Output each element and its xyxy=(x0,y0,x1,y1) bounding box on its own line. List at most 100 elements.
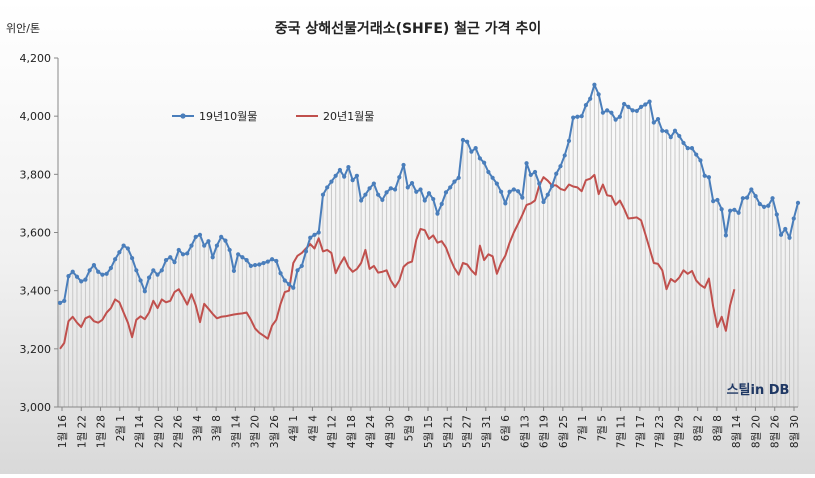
series-point xyxy=(286,282,292,287)
x-tick-day: 14 xyxy=(731,415,743,429)
series-point xyxy=(299,263,304,269)
series-point xyxy=(210,255,215,260)
x-tick-day: 19 xyxy=(539,415,551,428)
y-tick-label: 3,200 xyxy=(20,343,52,356)
series-point xyxy=(439,201,444,207)
x-tick-month: 3월 xyxy=(269,428,281,448)
series-point xyxy=(405,185,410,190)
series-point xyxy=(562,153,567,158)
x-tick-label: 3월 20 xyxy=(250,415,262,448)
x-tick-month: 3월 xyxy=(230,428,242,448)
series-point xyxy=(57,300,63,305)
series-point xyxy=(554,171,559,176)
series-point xyxy=(223,238,228,243)
series-point xyxy=(142,289,147,294)
series-point xyxy=(626,104,631,109)
series-point xyxy=(566,138,572,143)
series-point xyxy=(371,181,376,186)
x-tick-day: 20 xyxy=(250,415,262,428)
x-tick-month: 8월 xyxy=(750,428,762,448)
series-point xyxy=(660,128,665,133)
x-tick-day: 18 xyxy=(346,415,358,428)
series-point xyxy=(448,185,453,190)
x-tick-day: 25 xyxy=(558,415,570,428)
x-tick-day: 8 xyxy=(712,415,724,422)
y-tick-label: 4,000 xyxy=(20,110,52,123)
series-point xyxy=(146,275,152,280)
series-point xyxy=(545,192,550,197)
series-point xyxy=(282,278,287,283)
series-point xyxy=(134,268,139,273)
x-tick-day: 13 xyxy=(519,415,531,428)
series-point xyxy=(749,187,754,192)
x-tick-label: 8월 2 xyxy=(693,415,705,441)
x-tick-day: 1 xyxy=(577,415,589,422)
series-point xyxy=(634,108,639,114)
series-point xyxy=(473,146,478,151)
series-point xyxy=(460,137,466,143)
legend: 19년10월물 20년1월물 xyxy=(172,110,374,123)
series-point xyxy=(685,146,690,151)
x-tick-day: 4 xyxy=(307,415,319,422)
series-point xyxy=(761,204,767,210)
x-tick-label: 8월 14 xyxy=(731,415,743,448)
series-point xyxy=(499,189,504,194)
x-tick-label: 2월 20 xyxy=(153,415,165,448)
x-tick-label: 1월 28 xyxy=(96,415,108,448)
x-tick-label: 6월 13 xyxy=(519,415,531,448)
x-tick-month: 7월 xyxy=(673,428,685,448)
series-point xyxy=(583,103,589,108)
series-point xyxy=(622,101,627,107)
series-point xyxy=(278,271,283,276)
series-point xyxy=(151,268,156,273)
x-tick-day: 30 xyxy=(384,415,396,428)
series-point xyxy=(605,108,610,113)
series-point xyxy=(486,169,491,175)
series-point xyxy=(113,257,118,262)
series-point xyxy=(702,173,707,178)
series-point xyxy=(108,265,113,271)
series-point xyxy=(380,197,385,203)
series-point xyxy=(609,110,614,115)
series-point xyxy=(176,247,181,253)
series-point xyxy=(469,149,474,154)
x-tick-label: 7월 17 xyxy=(635,415,647,448)
x-tick-label: 5월 9 xyxy=(404,415,416,441)
series-point xyxy=(728,208,733,213)
series-point xyxy=(388,186,393,191)
series-point xyxy=(117,250,122,255)
x-tick-day: 24 xyxy=(365,415,377,429)
series-point xyxy=(274,258,279,264)
x-tick-month: 6월 xyxy=(539,428,551,448)
series-point xyxy=(592,82,597,87)
x-tick-month: 7월 xyxy=(616,428,628,448)
chart-title: 중국 상해선물거래소(SHFE) 철근 가격 추이 xyxy=(275,20,541,37)
series-point xyxy=(257,262,262,267)
series-point xyxy=(91,262,97,268)
series-point xyxy=(643,102,648,107)
series-point xyxy=(736,210,741,215)
series-point xyxy=(269,257,275,262)
series-point xyxy=(770,196,775,201)
series-point xyxy=(520,195,525,200)
series-point xyxy=(337,167,343,173)
series-point xyxy=(227,247,232,253)
x-tick-label: 5월 31 xyxy=(481,415,493,448)
x-tick-label: 4월 18 xyxy=(346,415,358,448)
value-bars xyxy=(59,84,799,407)
series-point xyxy=(392,187,398,192)
series-point xyxy=(329,179,334,184)
x-tick-month: 2월 xyxy=(173,428,185,448)
series-point xyxy=(588,96,593,101)
series-point xyxy=(265,259,270,264)
x-tick-month: 8월 xyxy=(731,428,743,448)
x-tick-label: 3월 14 xyxy=(230,415,242,448)
x-tick-month: 3월 xyxy=(250,428,262,448)
series-point xyxy=(244,258,249,263)
series-point xyxy=(723,233,728,238)
series-point xyxy=(672,128,678,133)
y-tick-label: 3,600 xyxy=(20,227,52,240)
x-tick-day: 11 xyxy=(616,415,628,428)
y-tick-label: 3,000 xyxy=(20,401,52,414)
